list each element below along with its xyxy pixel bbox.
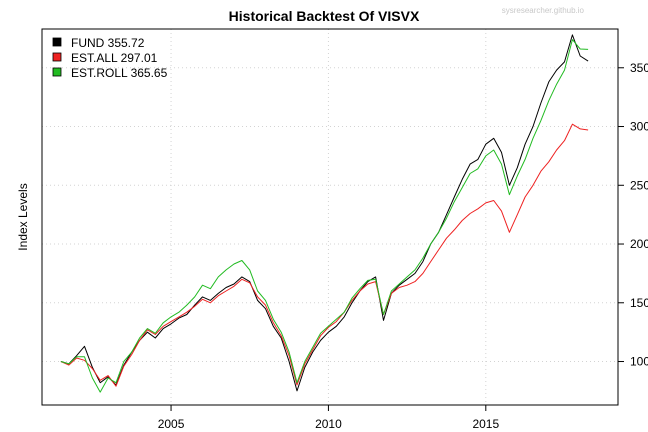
y-axis: 100 150 200 250 300 350 — [618, 61, 648, 369]
series-line-est-all — [60, 123, 589, 387]
y-tick-label: 150 — [630, 296, 648, 310]
plot-frame — [41, 28, 619, 406]
y-tick-label: 100 — [630, 355, 648, 369]
legend-swatch-fund — [52, 37, 62, 47]
grid — [42, 29, 618, 405]
chart-title: Historical Backtest Of VISVX — [229, 8, 420, 24]
series-line-est-roll — [60, 39, 589, 393]
series-group — [60, 34, 589, 393]
y-tick-label: 250 — [630, 178, 648, 192]
y-axis-label: Index Levels — [16, 183, 30, 250]
x-tick-label: 2010 — [315, 417, 342, 431]
series-line-fund — [60, 34, 589, 392]
legend-swatch-est-all — [52, 52, 62, 62]
legend-label-est-roll: EST.ROLL 365.65 — [71, 66, 168, 80]
legend-label-est-all: EST.ALL 297.01 — [71, 51, 158, 65]
y-tick-label: 350 — [630, 61, 648, 75]
x-tick-label: 2015 — [472, 417, 499, 431]
y-tick-label: 200 — [630, 237, 648, 251]
x-axis: 2005 2010 2015 — [158, 405, 499, 431]
legend-label-fund: FUND 355.72 — [71, 36, 145, 50]
legend-swatch-est-roll — [52, 67, 62, 77]
y-tick-label: 300 — [630, 120, 648, 134]
watermark: sysresearcher.github.io — [502, 6, 585, 15]
x-tick-label: 2005 — [158, 417, 185, 431]
